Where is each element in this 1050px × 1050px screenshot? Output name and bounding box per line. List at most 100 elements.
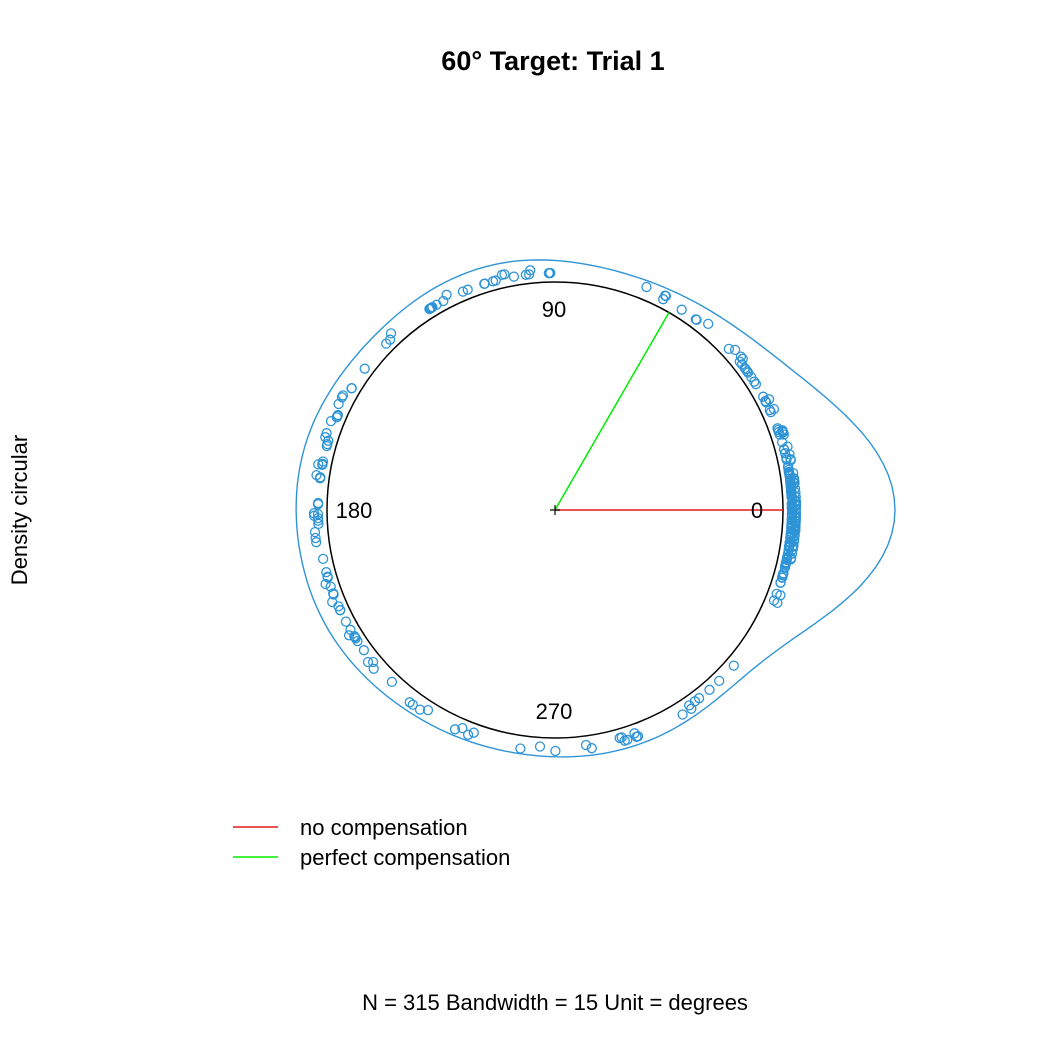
data-point: [358, 645, 370, 656]
angle-label-0: 0: [751, 498, 763, 523]
data-point: [783, 467, 795, 478]
data-point: [441, 289, 452, 300]
data-point: [321, 440, 332, 452]
legend-label-no-compensation: no compensation: [300, 815, 468, 840]
data-point: [786, 521, 797, 532]
data-point: [677, 709, 688, 720]
data-point: [368, 663, 379, 674]
y-axis-label: Density circular: [7, 435, 32, 585]
data-point: [776, 572, 788, 583]
data-point: [586, 743, 597, 754]
data-point: [734, 356, 745, 367]
data-point: [332, 410, 343, 422]
chart-title: 60° Target: Trial 1: [441, 46, 664, 76]
data-point: [786, 508, 798, 520]
data-point: [785, 455, 796, 466]
data-point: [325, 415, 337, 427]
data-point: [723, 343, 735, 355]
data-point: [479, 278, 490, 289]
data-point: [327, 596, 338, 608]
data-point: [352, 635, 363, 647]
data-point: [343, 630, 355, 641]
angle-label-270: 270: [536, 699, 573, 724]
data-point: [425, 303, 436, 314]
data-point: [550, 745, 561, 757]
data-point: [414, 704, 426, 715]
data-point: [422, 704, 434, 716]
data-point: [322, 571, 333, 582]
data-point: [778, 444, 790, 455]
x-axis-label: N = 315 Bandwidth = 15 Unit = degrees: [362, 990, 748, 1015]
data-point: [462, 284, 473, 295]
data-point: [345, 624, 356, 635]
data-point: [333, 398, 344, 410]
data-point: [737, 353, 748, 364]
data-point: [313, 518, 324, 530]
data-point: [760, 395, 771, 407]
data-point: [781, 454, 792, 465]
data-point: [786, 502, 798, 514]
data-point: [385, 328, 397, 339]
data-point: [778, 429, 790, 440]
data-point: [736, 359, 748, 370]
data-point: [321, 428, 332, 439]
data-point: [693, 693, 705, 704]
legend-label-perfect-compensation: perfect compensation: [300, 845, 510, 870]
data-point: [426, 302, 437, 313]
data-point: [515, 743, 526, 754]
data-point: [616, 732, 627, 743]
data-point: [775, 590, 786, 601]
data-point: [311, 537, 322, 548]
data-point: [641, 281, 652, 293]
data-point: [312, 508, 324, 520]
data-point: [750, 379, 762, 390]
data-point: [742, 366, 753, 377]
reference-line-1: [554, 312, 670, 511]
data-point: [782, 461, 794, 472]
data-point: [768, 403, 780, 415]
data-point: [350, 633, 361, 644]
data-point: [359, 363, 370, 374]
data-points: [308, 265, 802, 757]
data-point: [782, 552, 793, 563]
data-point: [545, 267, 556, 279]
data-point: [362, 656, 374, 668]
data-point: [534, 741, 546, 752]
data-point: [704, 684, 715, 695]
data-point: [404, 697, 415, 708]
angle-label-180: 180: [336, 498, 373, 523]
data-point: [346, 382, 357, 394]
data-point: [457, 286, 469, 297]
data-point: [499, 269, 510, 280]
data-point: [676, 304, 687, 315]
data-point: [320, 578, 331, 590]
data-point: [765, 406, 776, 418]
data-point: [312, 499, 324, 510]
data-point: [782, 441, 793, 452]
data-point: [779, 448, 791, 459]
data-point: [784, 537, 795, 548]
data-point: [786, 485, 797, 497]
data-point: [520, 269, 532, 280]
data-point: [337, 390, 349, 401]
data-point: [308, 508, 320, 519]
data-point: [619, 735, 630, 746]
data-point: [729, 344, 741, 356]
data-point: [384, 334, 396, 345]
data-point: [658, 294, 669, 305]
data-point: [690, 314, 701, 325]
data-point: [735, 351, 747, 362]
data-point: [785, 481, 796, 492]
data-point: [386, 676, 398, 688]
data-point: [367, 656, 379, 668]
data-point: [325, 581, 336, 592]
data-point: [407, 699, 418, 710]
data-point: [317, 553, 329, 565]
data-point: [321, 567, 332, 578]
density-curve: [295, 259, 896, 758]
data-point: [340, 616, 352, 627]
data-point: [490, 275, 501, 286]
data-point: [580, 739, 592, 751]
data-point: [311, 469, 322, 481]
